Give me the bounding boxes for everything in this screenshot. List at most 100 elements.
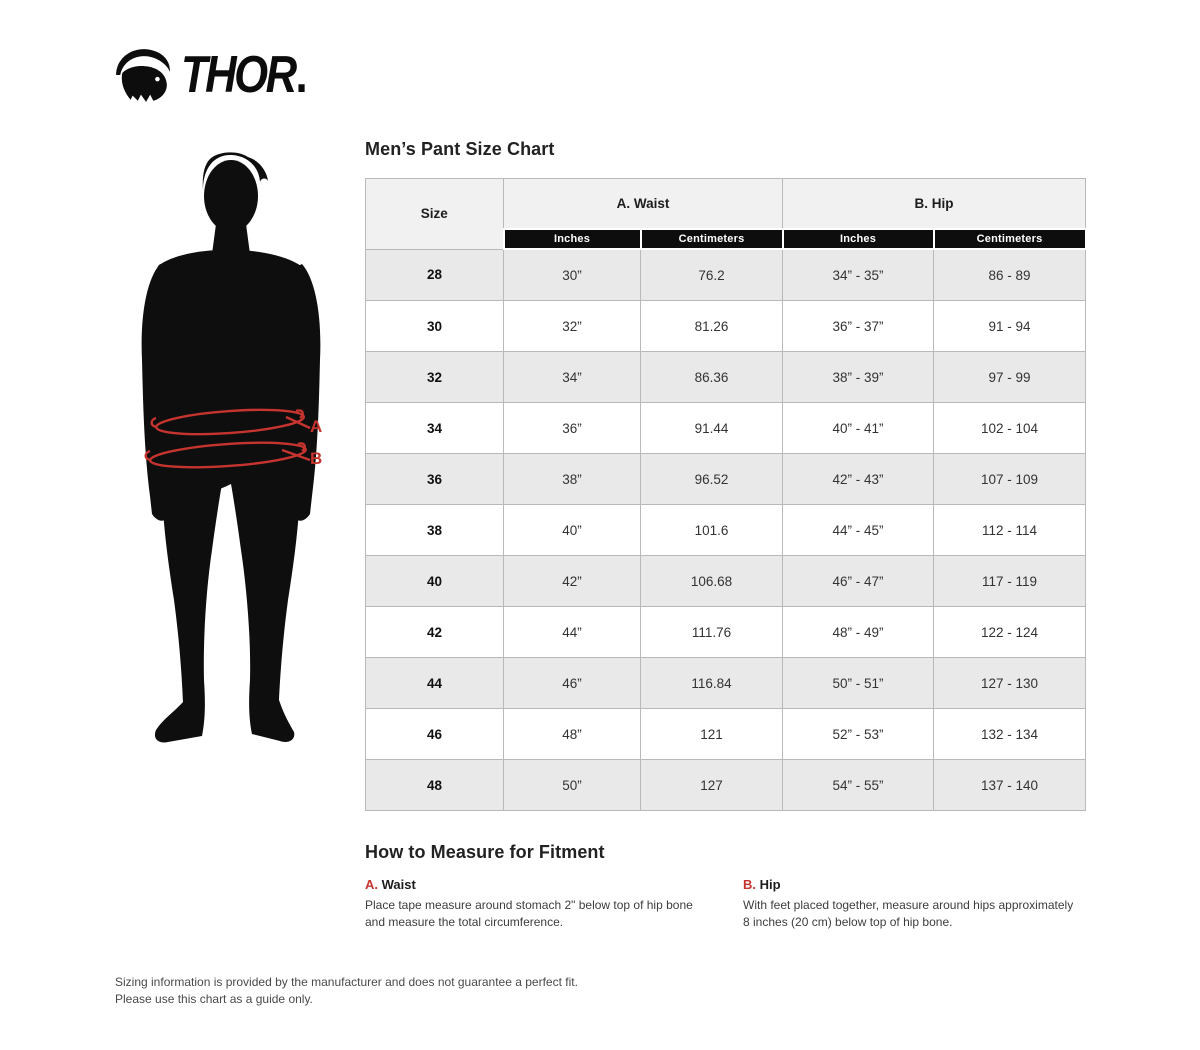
hip-inches-cell: 48” - 49” [782, 606, 935, 658]
hip-cm-cell: 132 - 134 [933, 708, 1087, 760]
table-row: 46 48” 121 52” - 53” 132 - 134 [365, 708, 1087, 760]
waist-inches-cell: 32” [503, 300, 641, 352]
table-row: 44 46” 116.84 50” - 51” 127 - 130 [365, 657, 1087, 709]
size-cell: 42 [365, 606, 504, 658]
size-cell: 34 [365, 402, 504, 454]
table-row: 48 50” 127 54” - 55” 137 - 140 [365, 759, 1087, 811]
size-cell: 28 [365, 248, 504, 301]
page-title: Men’s Pant Size Chart [365, 139, 555, 159]
table-row: 38 40” 101.6 44” - 45” 112 - 114 [365, 504, 1087, 556]
waist-cm-cell: 106.68 [639, 555, 784, 607]
measure-section-hip: B. Hip With feet placed together, measur… [743, 877, 1083, 931]
size-cell: 44 [365, 657, 504, 709]
waist-cm-cell: 101.6 [639, 504, 784, 556]
waist-cm-cell: 91.44 [639, 402, 784, 454]
size-cell: 32 [365, 351, 504, 403]
table-row: 40 42” 106.68 46” - 47” 117 - 119 [365, 555, 1087, 607]
size-cell: 38 [365, 504, 504, 556]
sizing-disclaimer: Sizing information is provided by the ma… [115, 974, 655, 1008]
measure-hip-name: Hip [759, 877, 781, 892]
waist-inches-cell: 50” [503, 759, 641, 811]
hip-inches-cell: 44” - 45” [782, 504, 935, 556]
waist-cm-cell: 127 [639, 759, 784, 811]
size-cell: 46 [365, 708, 504, 760]
hip-cm-cell: 102 - 104 [933, 402, 1087, 454]
size-cell: 30 [365, 300, 504, 352]
measure-waist-heading: A. Waist [365, 877, 699, 892]
measure-label-a: A [310, 417, 322, 436]
size-cell: 48 [365, 759, 504, 811]
col-header-size: Size [365, 178, 504, 250]
waist-inches-cell: 40” [503, 504, 641, 556]
hip-cm-cell: 97 - 99 [933, 351, 1087, 403]
hip-cm-cell: 117 - 119 [933, 555, 1087, 607]
table-subheader-row: Inches Centimeters Inches Centimeters [366, 228, 1087, 250]
waist-measure-line [150, 408, 311, 436]
ram-head-icon [116, 49, 170, 102]
body-silhouette-figure: A B [108, 148, 352, 772]
waist-inches-cell: 46” [503, 657, 641, 709]
measure-waist-letter: A. [365, 877, 378, 892]
hip-inches-cell: 38” - 39” [782, 351, 935, 403]
measure-section-waist: A. Waist Place tape measure around stoma… [365, 877, 699, 931]
disclaimer-line-1: Sizing information is provided by the ma… [115, 975, 578, 989]
waist-inches-cell: 34” [503, 351, 641, 403]
logo-text: THOR [181, 46, 297, 104]
col-subheader-hip-inches: Inches [781, 228, 935, 250]
waist-inches-cell: 30” [503, 248, 641, 301]
waist-cm-cell: 111.76 [639, 606, 784, 658]
waist-inches-cell: 38” [503, 453, 641, 505]
logo-text-wrap: THOR . [181, 49, 308, 101]
size-cell: 36 [365, 453, 504, 505]
col-subheader-waist-centimeters: Centimeters [639, 228, 784, 250]
brand-logo: THOR . [112, 46, 332, 104]
table-header-row: Size A. Waist B. Hip [365, 178, 1087, 250]
body-silhouette: A B [141, 152, 322, 743]
hip-inches-cell: 54” - 55” [782, 759, 935, 811]
table-row: 36 38” 96.52 42” - 43” 107 - 109 [365, 453, 1087, 505]
hip-inches-cell: 34” - 35” [782, 248, 935, 301]
hip-cm-cell: 112 - 114 [933, 504, 1087, 556]
measure-hip-letter: B. [743, 877, 756, 892]
col-subheader-waist-inches: Inches [502, 228, 642, 250]
waist-cm-cell: 81.26 [639, 300, 784, 352]
measure-label-b: B [310, 449, 322, 468]
waist-inches-cell: 36” [503, 402, 641, 454]
waist-cm-cell: 116.84 [639, 657, 784, 709]
measure-hip-text: With feet placed together, measure aroun… [743, 898, 1074, 930]
size-chart-table: Size A. Waist B. Hip Inches Centimeters … [365, 178, 1087, 811]
measure-waist-text: Place tape measure around stomach 2" bel… [365, 898, 693, 930]
hip-cm-cell: 122 - 124 [933, 606, 1087, 658]
measure-hip-heading: B. Hip [743, 877, 1083, 892]
waist-inches-cell: 44” [503, 606, 641, 658]
hip-cm-cell: 91 - 94 [933, 300, 1087, 352]
waist-cm-cell: 96.52 [639, 453, 784, 505]
hip-cm-cell: 127 - 130 [933, 657, 1087, 709]
table-row: 30 32” 81.26 36” - 37” 91 - 94 [365, 300, 1087, 352]
waist-cm-cell: 76.2 [639, 248, 784, 301]
table-row: 28 30” 76.2 34” - 35” 86 - 89 [365, 248, 1087, 301]
table-row: 42 44” 111.76 48” - 49” 122 - 124 [365, 606, 1087, 658]
hip-inches-cell: 50” - 51” [782, 657, 935, 709]
disclaimer-line-2: Please use this chart as a guide only. [115, 991, 313, 1006]
table-row: 32 34” 86.36 38” - 39” 97 - 99 [365, 351, 1087, 403]
hip-cm-cell: 86 - 89 [933, 248, 1087, 301]
measure-waist-name: Waist [381, 877, 416, 892]
hip-measure-line [144, 441, 311, 469]
hip-inches-cell: 36” - 37” [782, 300, 935, 352]
hip-cm-cell: 137 - 140 [933, 759, 1087, 811]
hip-cm-cell: 107 - 109 [933, 453, 1087, 505]
waist-inches-cell: 42” [503, 555, 641, 607]
logo-trademark-dot: . [295, 46, 308, 104]
col-header-hip: B. Hip [782, 178, 1087, 230]
measure-section-title: How to Measure for Fitment [365, 842, 605, 862]
hip-inches-cell: 40” - 41” [782, 402, 935, 454]
table-row: 34 36” 91.44 40” - 41” 102 - 104 [365, 402, 1087, 454]
waist-cm-cell: 121 [639, 708, 784, 760]
hip-inches-cell: 42” - 43” [782, 453, 935, 505]
waist-inches-cell: 48” [503, 708, 641, 760]
hip-inches-cell: 46” - 47” [782, 555, 935, 607]
size-cell: 40 [365, 555, 504, 607]
col-header-waist: A. Waist [502, 178, 784, 230]
